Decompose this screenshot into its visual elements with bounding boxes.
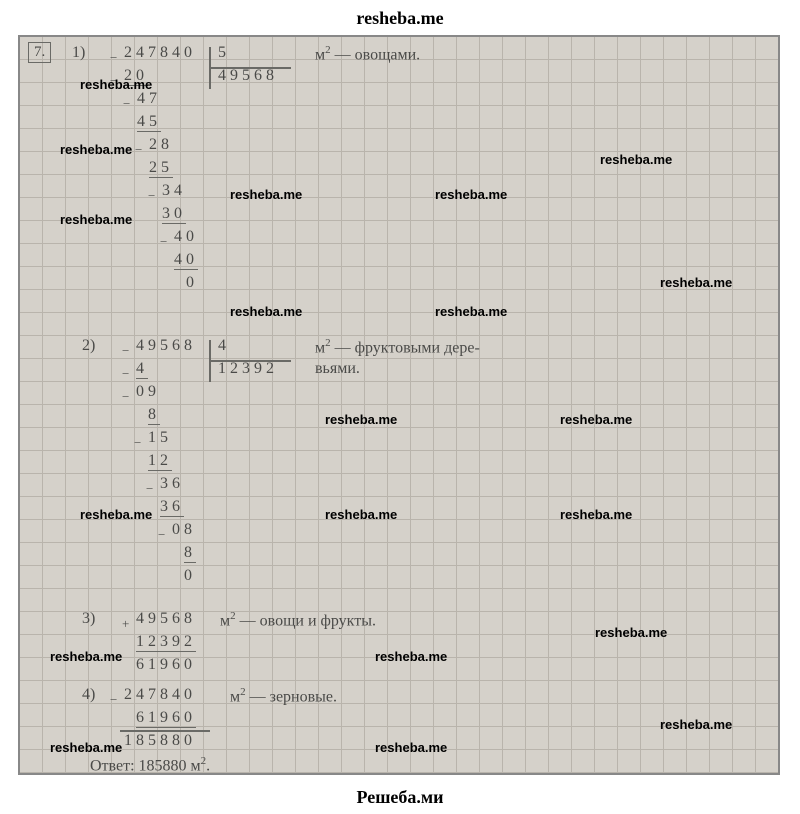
- watermark-text: resheba.me: [560, 507, 632, 522]
- watermark-text: resheba.me: [60, 212, 132, 227]
- step1-dividend: 247840: [124, 44, 196, 62]
- work-value: 40: [174, 228, 198, 246]
- work-value: 25: [149, 159, 173, 178]
- step2-label: 2): [82, 337, 95, 355]
- step2-caption-l2: вьями.: [315, 360, 360, 378]
- work-value: 12: [148, 452, 172, 471]
- watermark-text: resheba.me: [50, 740, 122, 755]
- step2-dividend: 49568: [136, 337, 196, 355]
- work-value: 0: [184, 567, 196, 585]
- work-value: 36: [160, 475, 184, 493]
- header-watermark: resheba.me: [0, 8, 800, 29]
- step1-divisor: 5: [218, 44, 230, 62]
- step3-caption: м2 — овощи и фрукты.: [220, 610, 376, 630]
- step4-label: 4): [82, 686, 95, 704]
- work-value: 45: [137, 113, 161, 132]
- watermark-text: resheba.me: [435, 187, 507, 202]
- step2-hline: [209, 360, 291, 362]
- work-value: 47: [137, 90, 161, 108]
- step1-caption: м2 — овощами.: [315, 44, 420, 64]
- watermark-text: resheba.me: [80, 77, 152, 92]
- watermark-text: resheba.me: [50, 649, 122, 664]
- step4-line2: 61960: [136, 709, 196, 728]
- step4-caption: м2 — зерновые.: [230, 686, 337, 706]
- watermark-text: resheba.me: [325, 507, 397, 522]
- step2-caption-l1: м2 — фруктовыми дере-: [315, 337, 480, 357]
- step4-result: 185880: [124, 732, 196, 750]
- watermark-text: resheba.me: [595, 625, 667, 640]
- work-value: 0: [186, 274, 198, 292]
- watermark-text: resheba.me: [60, 142, 132, 157]
- step2-divisor: 4: [218, 337, 230, 355]
- watermark-text: resheba.me: [80, 507, 152, 522]
- watermark-text: resheba.me: [230, 187, 302, 202]
- step1-quotient: 49568: [218, 67, 278, 85]
- watermark-text: resheba.me: [660, 717, 732, 732]
- watermark-text: resheba.me: [660, 275, 732, 290]
- work-value: 8: [148, 406, 160, 425]
- watermark-text: resheba.me: [230, 304, 302, 319]
- step3-line2: 12392: [136, 633, 196, 652]
- watermark-text: resheba.me: [560, 412, 632, 427]
- step4-line1: 247840: [124, 686, 196, 704]
- math-content: 7. 1) 247840 5 49568 м2 — овощами. 20474…: [20, 37, 778, 773]
- watermark-text: resheba.me: [600, 152, 672, 167]
- step3-result: 61960: [136, 656, 196, 674]
- watermark-text: resheba.me: [375, 649, 447, 664]
- watermark-text: resheba.me: [325, 412, 397, 427]
- watermark-text: resheba.me: [375, 740, 447, 755]
- work-value: 40: [174, 251, 198, 270]
- problem-number: 7.: [28, 42, 51, 63]
- step3-line1: 49568: [136, 610, 196, 628]
- work-value: 34: [162, 182, 186, 200]
- footer-text: Решеба.ми: [0, 787, 800, 808]
- step1-hline: [209, 67, 291, 69]
- work-value: 08: [172, 521, 196, 539]
- step3-label: 3): [82, 610, 95, 628]
- work-value: 8: [184, 544, 196, 563]
- watermark-text: resheba.me: [435, 304, 507, 319]
- work-value: 15: [148, 429, 172, 447]
- grid-paper: 7. 1) 247840 5 49568 м2 — овощами. 20474…: [18, 35, 780, 775]
- work-value: 30: [162, 205, 186, 224]
- step1-label: 1): [72, 44, 85, 62]
- work-value: 09: [136, 383, 160, 401]
- work-value: 28: [149, 136, 173, 154]
- step2-quotient: 12392: [218, 360, 278, 378]
- work-value: 36: [160, 498, 184, 517]
- answer: Ответ: 185880 м2.: [90, 755, 210, 775]
- work-value: 4: [136, 360, 148, 379]
